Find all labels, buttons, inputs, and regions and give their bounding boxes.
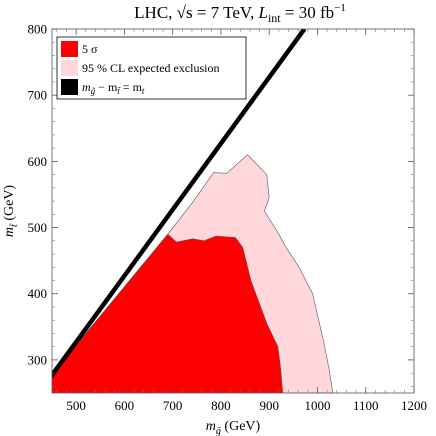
y-tick-label: 700 bbox=[28, 88, 48, 103]
chart-title: LHC, √s = 7 TeV, Lint = 30 fb−1 bbox=[134, 2, 346, 25]
x-axis-title: mg̃ (GeV) bbox=[206, 419, 261, 436]
x-tick-label: 800 bbox=[211, 398, 231, 413]
legend-swatch-exclusion bbox=[61, 60, 78, 76]
y-axis-title: mt̃ (GeV) bbox=[2, 185, 20, 238]
legend-box bbox=[56, 36, 247, 100]
x-tick-label: 500 bbox=[66, 398, 86, 413]
plot-area bbox=[52, 29, 334, 393]
mass-relation-line bbox=[52, 29, 307, 378]
legend: 5 σ 95 % CL expected exclusion mg̃ − mt̃… bbox=[56, 36, 247, 100]
legend-swatch-5sigma bbox=[61, 41, 78, 57]
axis-ticks: 500 600 700 800 900 1000 1100 1200 300 400 500 600 7… bbox=[28, 22, 428, 414]
x-tick-label: 1000 bbox=[304, 398, 330, 413]
legend-label-line: mg̃ − mt̃ = mt bbox=[82, 80, 145, 96]
x-tick-label: 1200 bbox=[401, 398, 427, 413]
x-tick-label: 600 bbox=[115, 398, 135, 413]
legend-label-5sigma: 5 σ bbox=[82, 42, 98, 56]
x-tick-label: 700 bbox=[163, 398, 183, 413]
x-tick-label: 1100 bbox=[353, 398, 379, 413]
y-tick-label: 300 bbox=[28, 352, 48, 367]
y-tick-label: 800 bbox=[28, 22, 48, 37]
x-tick-label: 900 bbox=[259, 398, 279, 413]
legend-label-exclusion: 95 % CL expected exclusion bbox=[82, 61, 220, 75]
y-tick-label: 400 bbox=[28, 286, 48, 301]
y-tick-label: 500 bbox=[28, 220, 48, 235]
legend-swatch-line bbox=[61, 79, 78, 95]
five-sigma-region bbox=[52, 233, 284, 393]
plot-frame bbox=[51, 28, 415, 394]
y-tick-label: 600 bbox=[28, 154, 48, 169]
